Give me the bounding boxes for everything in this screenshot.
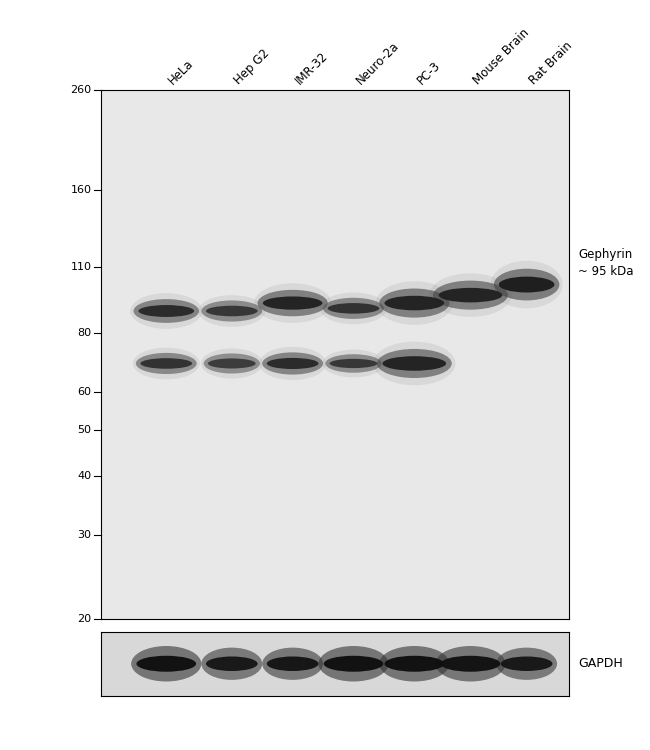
Ellipse shape bbox=[429, 273, 512, 317]
Text: Hep G2: Hep G2 bbox=[232, 47, 272, 87]
Ellipse shape bbox=[201, 349, 263, 379]
Ellipse shape bbox=[206, 306, 257, 316]
Ellipse shape bbox=[496, 648, 557, 680]
Text: 50: 50 bbox=[77, 424, 92, 435]
Ellipse shape bbox=[385, 656, 444, 672]
Ellipse shape bbox=[266, 358, 318, 369]
Text: Neuro-2a: Neuro-2a bbox=[354, 40, 402, 87]
Ellipse shape bbox=[433, 280, 508, 310]
Ellipse shape bbox=[140, 358, 192, 369]
Ellipse shape bbox=[436, 646, 506, 682]
Ellipse shape bbox=[330, 358, 378, 368]
Ellipse shape bbox=[500, 656, 552, 671]
Ellipse shape bbox=[136, 656, 196, 672]
Ellipse shape bbox=[377, 349, 452, 378]
Ellipse shape bbox=[323, 298, 384, 319]
Ellipse shape bbox=[263, 296, 322, 310]
Ellipse shape bbox=[494, 268, 560, 301]
Text: GAPDH: GAPDH bbox=[578, 657, 623, 670]
Text: 60: 60 bbox=[77, 387, 92, 398]
Ellipse shape bbox=[324, 656, 384, 672]
Text: HeLa: HeLa bbox=[166, 57, 196, 87]
Text: 160: 160 bbox=[70, 185, 92, 195]
Text: 20: 20 bbox=[77, 614, 92, 624]
Ellipse shape bbox=[320, 292, 387, 324]
Ellipse shape bbox=[326, 354, 382, 373]
Ellipse shape bbox=[379, 289, 449, 317]
Text: PC-3: PC-3 bbox=[414, 59, 443, 87]
Ellipse shape bbox=[198, 296, 265, 327]
Ellipse shape bbox=[138, 305, 194, 317]
Text: 260: 260 bbox=[70, 85, 92, 95]
Ellipse shape bbox=[259, 346, 326, 380]
Text: Gephyrin
~ 95 kDa: Gephyrin ~ 95 kDa bbox=[578, 248, 634, 278]
Ellipse shape bbox=[499, 277, 554, 292]
Ellipse shape bbox=[202, 648, 262, 680]
Text: 40: 40 bbox=[77, 471, 92, 481]
Ellipse shape bbox=[385, 296, 444, 310]
Ellipse shape bbox=[202, 301, 262, 322]
Ellipse shape bbox=[208, 358, 255, 368]
Ellipse shape bbox=[206, 656, 257, 671]
Text: 110: 110 bbox=[70, 262, 92, 272]
Ellipse shape bbox=[382, 356, 446, 370]
Text: 80: 80 bbox=[77, 328, 92, 338]
Ellipse shape bbox=[131, 646, 202, 682]
Ellipse shape bbox=[136, 353, 197, 374]
Ellipse shape bbox=[322, 350, 384, 377]
Ellipse shape bbox=[379, 646, 449, 682]
Ellipse shape bbox=[266, 656, 318, 671]
Ellipse shape bbox=[203, 353, 260, 374]
Ellipse shape bbox=[133, 347, 200, 380]
Ellipse shape bbox=[133, 299, 199, 323]
Ellipse shape bbox=[491, 261, 563, 308]
Ellipse shape bbox=[262, 352, 323, 374]
Text: 30: 30 bbox=[77, 530, 92, 540]
Ellipse shape bbox=[130, 293, 202, 328]
Text: Mouse Brain: Mouse Brain bbox=[471, 26, 531, 87]
Ellipse shape bbox=[257, 290, 328, 316]
Ellipse shape bbox=[373, 342, 456, 386]
Ellipse shape bbox=[441, 656, 500, 672]
Ellipse shape bbox=[262, 648, 323, 680]
Ellipse shape bbox=[254, 284, 332, 323]
Ellipse shape bbox=[439, 288, 502, 302]
Ellipse shape bbox=[318, 646, 389, 682]
Ellipse shape bbox=[328, 303, 380, 313]
Text: Rat Brain: Rat Brain bbox=[526, 39, 575, 87]
Text: IMR-32: IMR-32 bbox=[292, 50, 330, 87]
Ellipse shape bbox=[376, 281, 453, 325]
